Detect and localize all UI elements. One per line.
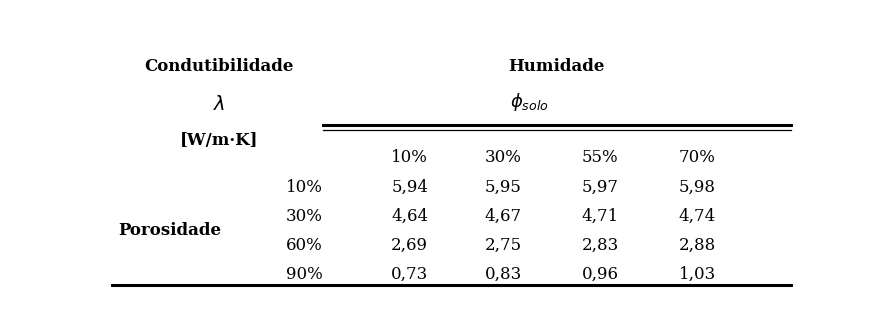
Text: 2,75: 2,75 [485, 237, 522, 254]
Text: 5,98: 5,98 [679, 179, 716, 196]
Text: 0,73: 0,73 [391, 266, 428, 283]
Text: $\phi_{solo}$: $\phi_{solo}$ [510, 91, 549, 113]
Text: 0,96: 0,96 [582, 266, 619, 283]
Text: 55%: 55% [582, 149, 619, 166]
Text: 5,97: 5,97 [582, 179, 619, 196]
Text: 2,69: 2,69 [392, 237, 428, 254]
Text: $\lambda$: $\lambda$ [213, 95, 225, 114]
Text: 4,64: 4,64 [391, 208, 428, 225]
Text: 4,67: 4,67 [485, 208, 522, 225]
Text: 5,95: 5,95 [485, 179, 521, 196]
Text: 60%: 60% [286, 237, 323, 254]
Text: Humidade: Humidade [509, 58, 605, 75]
Text: 4,71: 4,71 [582, 208, 619, 225]
Text: [W/m·K]: [W/m·K] [180, 132, 258, 149]
Text: 2,88: 2,88 [679, 237, 716, 254]
Text: 30%: 30% [485, 149, 521, 166]
Text: 1,03: 1,03 [679, 266, 716, 283]
Text: Condutibilidade: Condutibilidade [145, 58, 294, 75]
Text: 0,83: 0,83 [485, 266, 522, 283]
Text: 30%: 30% [286, 208, 323, 225]
Text: 5,94: 5,94 [392, 179, 428, 196]
Text: Porosidade: Porosidade [119, 222, 222, 239]
Text: 10%: 10% [392, 149, 428, 166]
Text: 90%: 90% [286, 266, 323, 283]
Text: 2,83: 2,83 [582, 237, 619, 254]
Text: 70%: 70% [679, 149, 715, 166]
Text: 10%: 10% [286, 179, 323, 196]
Text: 4,74: 4,74 [679, 208, 716, 225]
